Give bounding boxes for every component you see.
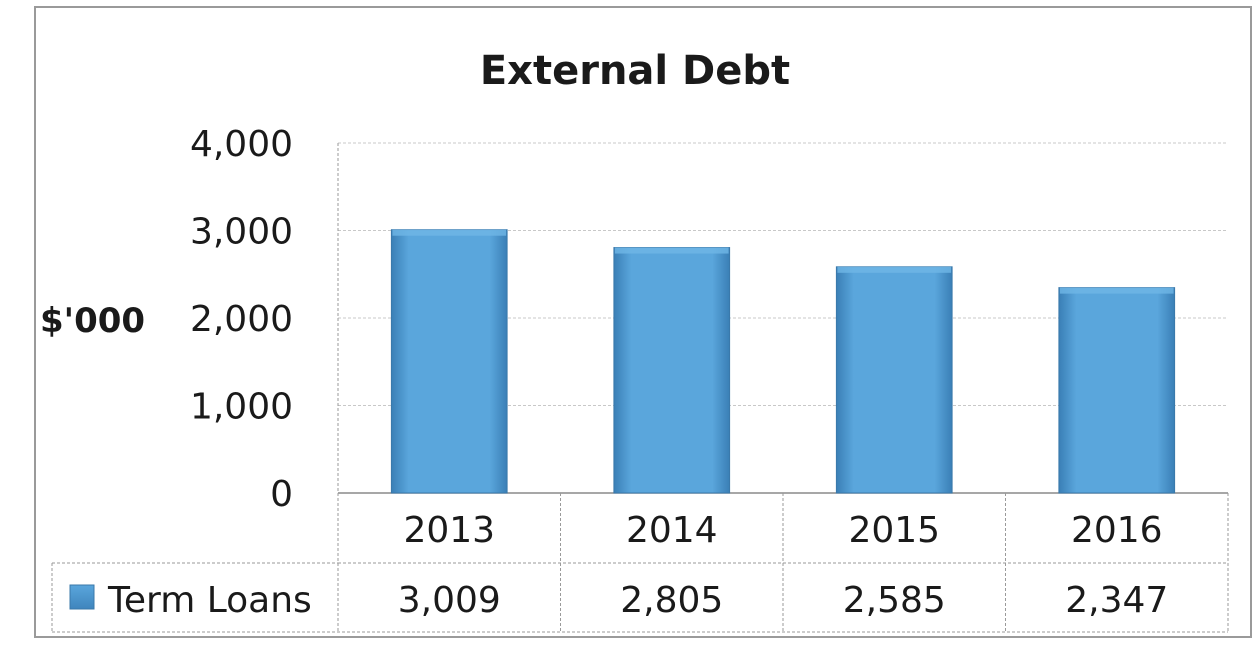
y-tick-label: 1,000 — [190, 387, 293, 428]
bars — [390, 229, 1176, 494]
data-label: 2,347 — [1065, 580, 1168, 621]
y-tick-label: 0 — [270, 474, 293, 515]
y-axis-label: $'000 — [40, 301, 145, 341]
bar-highlight — [392, 229, 507, 236]
y-tick-labels: 0 1,000 2,000 3,000 4,000 — [190, 124, 293, 515]
data-label: 2,585 — [843, 580, 946, 621]
data-label: 3,009 — [398, 580, 501, 621]
data-table: 2013 2014 2015 2016 3,009 2,805 2,585 2,347 Term… — [51, 493, 1229, 633]
category-label: 2013 — [403, 510, 495, 551]
bar — [835, 266, 953, 494]
category-label: 2015 — [848, 510, 940, 551]
bar-highlight — [614, 247, 729, 254]
chart-frame — [34, 6, 1252, 638]
legend-swatch — [69, 584, 95, 610]
y-tick-label: 3,000 — [190, 212, 293, 253]
category-label: 2016 — [1071, 510, 1163, 551]
bar-highlight — [837, 266, 952, 273]
series-name: Term Loans — [107, 580, 312, 621]
bar — [390, 229, 508, 494]
chart-title: External Debt — [480, 48, 790, 94]
bar — [1058, 287, 1176, 494]
y-tick-label: 2,000 — [190, 299, 293, 340]
bar-highlight — [1059, 287, 1174, 294]
y-tick-label: 4,000 — [190, 124, 293, 165]
data-label: 2,805 — [620, 580, 723, 621]
category-label: 2014 — [626, 510, 718, 551]
bar — [613, 247, 731, 494]
